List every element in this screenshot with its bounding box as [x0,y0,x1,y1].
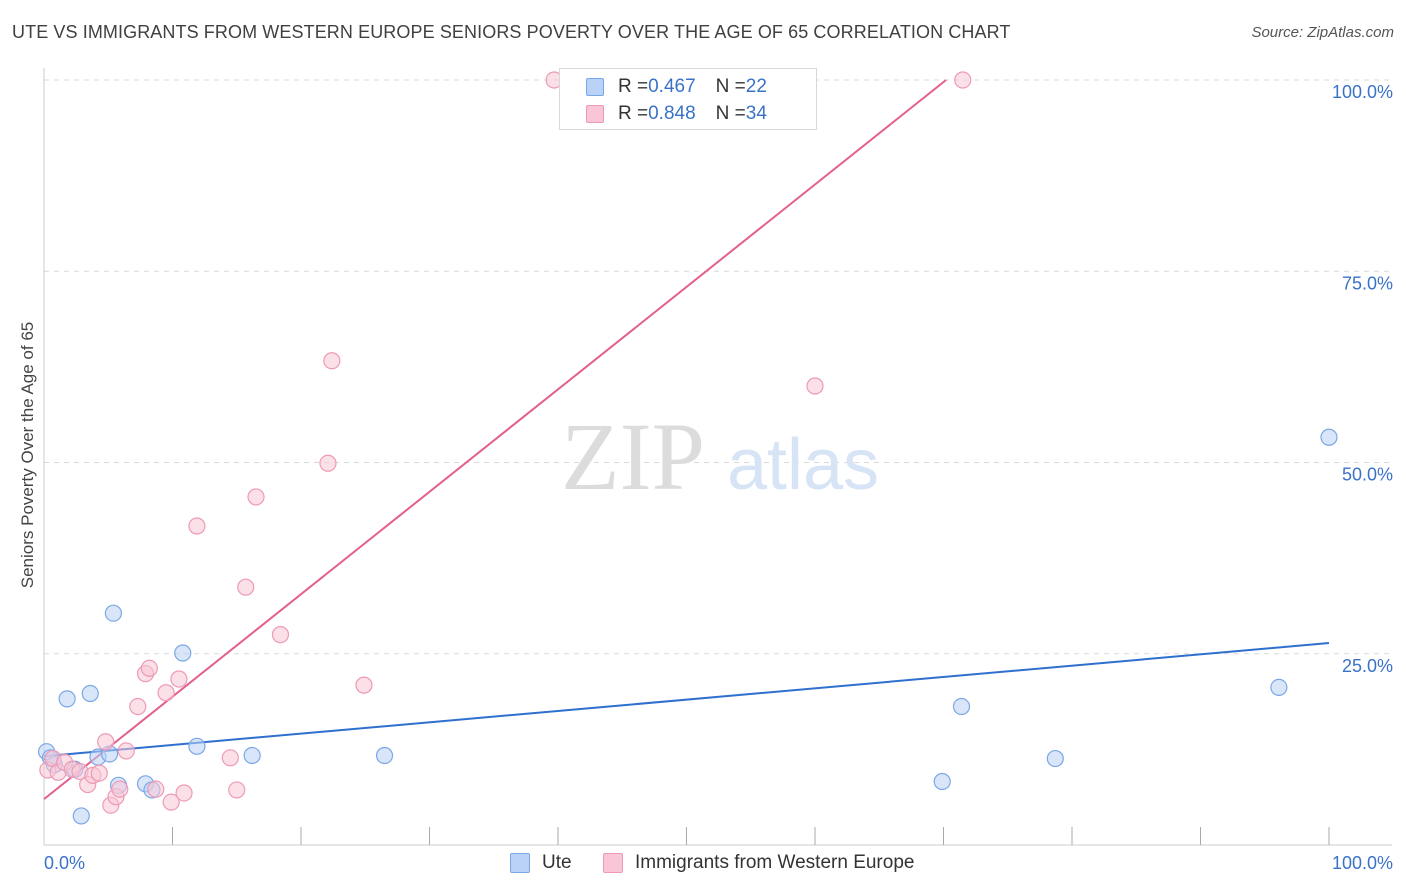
point-ute [1320,428,1338,446]
bottom-legend-ute: Ute [510,852,572,874]
point-ute [243,746,261,765]
trend-lines [43,79,1330,800]
point-ute [1270,678,1288,697]
legend-imm-n-value: 34 [745,103,767,124]
point-imm [237,578,255,596]
x-tick-label: 0.0% [44,853,85,873]
point-imm [806,377,824,395]
legend-row-imm: R = 0.848 N = 34 [586,101,767,127]
point-ute [58,690,76,708]
point-imm [111,780,129,798]
legend-ute-r-label: R = [618,76,649,97]
trend-line-imm [43,79,947,800]
point-imm [355,676,373,694]
legend-ute-r-value: 0.467 [648,76,696,97]
point-imm [170,670,188,688]
point-imm [319,454,337,472]
bottom-legend-label-ute: Ute [542,852,572,873]
chart-title: UTE VS IMMIGRANTS FROM WESTERN EUROPE SE… [12,22,1011,42]
bottom-legend-swatch-imm [603,853,623,873]
point-ute [375,746,394,765]
point-imm [129,697,147,716]
point-imm [157,684,175,702]
y-tick-label: 25.0% [1342,656,1393,676]
point-ute [188,737,206,755]
bottom-legend-imm: Immigrants from Western Europe [603,852,914,874]
point-ute [1046,749,1064,768]
watermark: ZIP atlas [561,403,879,510]
legend-imm-r-label: R = [618,103,649,124]
point-imm [247,488,265,506]
legend-imm-n-label: N = [715,103,746,124]
point-imm [117,742,135,760]
point-imm [175,784,193,802]
correlation-legend: R = 0.467 N = 22 R = 0.848 N = 34 [559,68,817,130]
point-imm [228,781,246,799]
legend-swatch-imm [586,105,604,123]
point-imm [90,764,108,782]
x-tick-label: 100.0% [1332,853,1393,873]
point-imm [323,352,341,370]
point-imm [97,733,115,751]
legend-ute-n-value: 22 [745,76,767,97]
bottom-legend-swatch-ute [510,853,530,873]
legend-row-ute: R = 0.467 N = 22 [586,74,767,100]
point-ute [933,772,951,791]
watermark-zip: ZIP [561,403,705,510]
point-imm [271,626,290,644]
trend-line-ute [43,642,1330,758]
grid-lines [44,79,1392,655]
point-imm [188,517,206,535]
point-imm [147,780,165,798]
y-axis-label: Seniors Poverty Over the Age of 65 [18,321,37,589]
watermark-atlas: atlas [727,425,879,505]
point-imm [954,71,972,89]
point-ute [952,697,971,716]
y-tick-label: 75.0% [1342,273,1393,293]
source-label: Source: ZipAtlas.com [1251,24,1394,41]
legend-ute-n-label: N = [715,76,746,97]
point-imm [162,793,180,811]
point-ute [81,684,99,703]
point-ute [72,807,90,825]
axes [43,68,1392,846]
data-points [37,71,1338,825]
point-ute [174,644,192,662]
y-tick-label: 100.0% [1332,82,1393,102]
point-imm [140,659,158,677]
point-imm [221,749,239,767]
y-tick-label: 50.0% [1342,465,1393,485]
bottom-legend-label-imm: Immigrants from Western Europe [635,852,915,873]
legend-imm-r-value: 0.848 [648,103,696,124]
legend-swatch-ute [586,78,604,96]
point-ute [104,604,122,622]
tick-labels: 25.0% 50.0% 75.0% 100.0% 0.0% 100.0% [44,82,1393,873]
